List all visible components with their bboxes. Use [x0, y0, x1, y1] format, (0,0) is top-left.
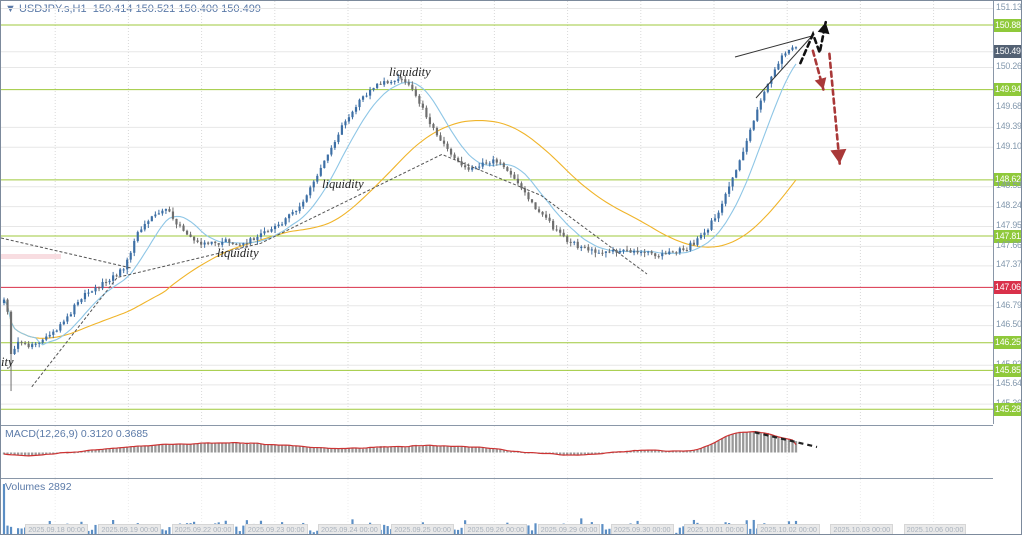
svg-text:liquidity: liquidity [322, 177, 364, 191]
svg-text:liquidity: liquidity [389, 65, 431, 79]
svg-text:ity: ity [1, 355, 14, 369]
svg-text:liquidity: liquidity [217, 246, 259, 260]
